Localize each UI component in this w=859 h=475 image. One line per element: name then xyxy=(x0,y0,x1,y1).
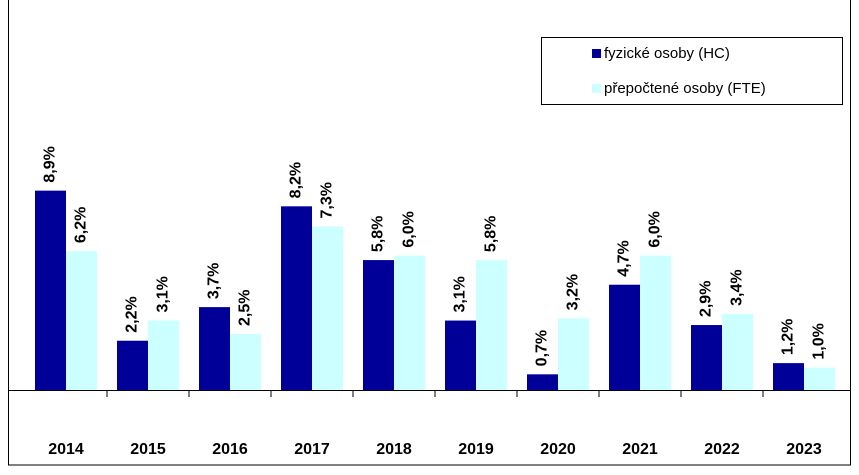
value-label: 6,0% xyxy=(647,211,664,247)
bar xyxy=(363,260,394,390)
bar xyxy=(281,206,312,390)
value-label: 5,8% xyxy=(483,216,500,252)
legend-swatch xyxy=(592,84,601,93)
value-label: 0,7% xyxy=(534,330,551,366)
bar xyxy=(35,190,66,390)
bar xyxy=(394,255,425,390)
value-label: 3,1% xyxy=(155,276,172,312)
x-tick-label: 2018 xyxy=(376,441,412,458)
value-label: 8,9% xyxy=(42,146,59,182)
value-label: 3,4% xyxy=(729,269,746,305)
x-tick-label: 2017 xyxy=(294,441,330,458)
x-tick-label: 2021 xyxy=(622,441,658,458)
x-tick-label: 2016 xyxy=(212,441,248,458)
chart-frame xyxy=(8,0,851,466)
bar xyxy=(476,260,507,390)
bar xyxy=(691,325,722,390)
x-tick-label: 2022 xyxy=(704,441,740,458)
value-label: 8,2% xyxy=(288,162,305,198)
x-tick-label: 2020 xyxy=(540,441,576,458)
value-label: 4,7% xyxy=(616,240,633,276)
bar xyxy=(804,367,835,390)
x-tick-label: 2023 xyxy=(786,441,822,458)
bar xyxy=(148,320,179,390)
x-tick-label: 2019 xyxy=(458,441,494,458)
value-label: 1,0% xyxy=(811,323,828,359)
value-label: 2,9% xyxy=(698,281,715,317)
bar xyxy=(640,255,671,390)
legend-box xyxy=(541,37,843,105)
x-tick-label: 2015 xyxy=(130,441,166,458)
value-label: 2,5% xyxy=(237,290,254,326)
bar xyxy=(609,284,640,390)
bar xyxy=(445,320,476,390)
legend: fyzické osoby (HC) přepočtené osoby (FTE) xyxy=(541,37,843,105)
bar xyxy=(773,363,804,390)
value-label: 5,8% xyxy=(370,216,387,252)
bar xyxy=(527,374,558,390)
bar xyxy=(117,340,148,390)
value-label: 6,0% xyxy=(401,211,418,247)
bar xyxy=(230,334,261,390)
value-label: 7,3% xyxy=(319,182,336,218)
x-tick-label: 2014 xyxy=(48,441,84,458)
bar xyxy=(312,226,343,390)
value-label: 2,2% xyxy=(124,296,141,332)
bar xyxy=(66,251,97,390)
value-label: 3,2% xyxy=(565,274,582,310)
bar xyxy=(722,313,753,390)
bar xyxy=(199,307,230,390)
legend-swatch xyxy=(592,49,601,58)
bar xyxy=(558,318,589,390)
legend-label: fyzické osoby (HC) xyxy=(604,45,730,62)
value-label: 3,7% xyxy=(206,263,223,299)
value-label: 1,2% xyxy=(780,319,797,355)
value-label: 6,2% xyxy=(73,207,90,243)
legend-label: přepočtené osoby (FTE) xyxy=(604,80,766,97)
value-label: 3,1% xyxy=(452,276,469,312)
